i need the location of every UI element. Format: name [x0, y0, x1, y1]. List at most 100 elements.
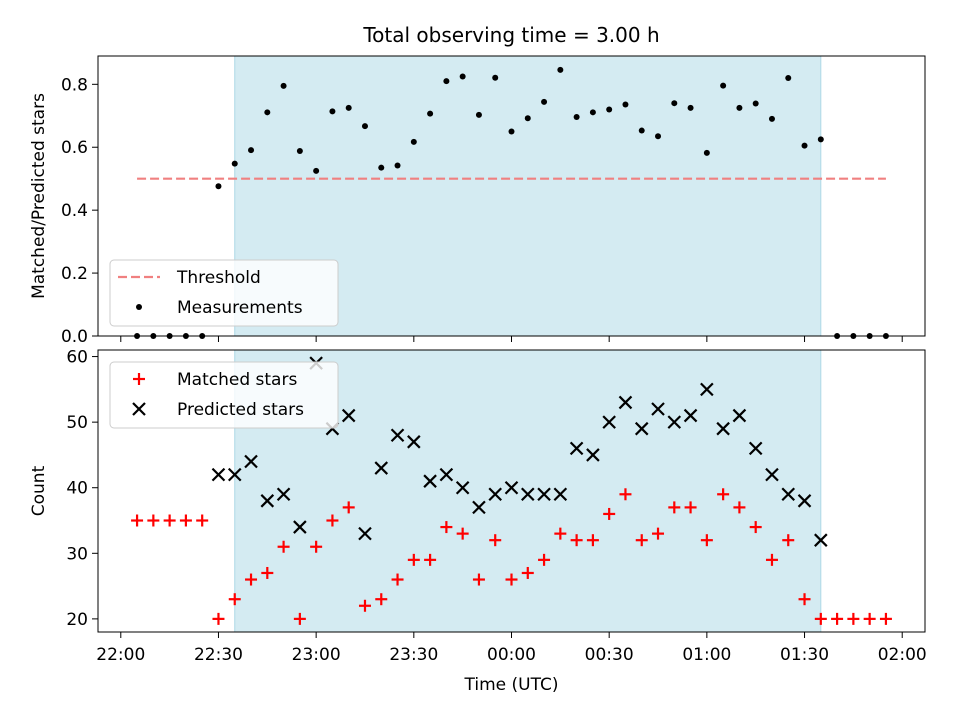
measurement-point — [280, 82, 287, 89]
measurement-point — [606, 106, 613, 113]
matched-star-point — [863, 612, 876, 625]
matched-star-point — [619, 488, 632, 501]
x-axis-label: Time (UTC) — [464, 675, 559, 695]
legend-matched-swatch — [133, 373, 145, 385]
matched-star-point — [440, 521, 453, 534]
matched-star-point — [733, 501, 746, 514]
y-tick-label: 60 — [66, 348, 88, 368]
matched-star-point — [521, 566, 534, 579]
bottom-panel: 20 30 40 50 60 22:00 22:30 23:00 23:30 00:00 00:3… — [29, 348, 927, 695]
top-x-ticks — [120, 336, 903, 342]
y-tick-label: 30 — [66, 544, 88, 564]
matched-star-point — [554, 527, 567, 540]
y-tick-label: 50 — [66, 413, 88, 433]
matched-star-point — [245, 573, 258, 586]
matched-star-point — [456, 527, 469, 540]
measurement-point — [231, 160, 238, 167]
matched-star-point — [391, 573, 404, 586]
predicted-star-point — [651, 402, 665, 416]
predicted-star-point — [667, 415, 682, 429]
predicted-star-point — [211, 467, 226, 482]
matched-star-point — [765, 553, 778, 566]
predicted-star-point — [732, 408, 747, 423]
y-tick-label: 0.8 — [61, 75, 88, 95]
matched-star-point — [424, 553, 437, 566]
predicted-star-point — [553, 487, 568, 502]
legend-predicted-label: Predicted stars — [177, 400, 304, 420]
legend-box — [109, 259, 339, 327]
measurement-point — [720, 82, 727, 89]
matched-star-point — [407, 553, 420, 566]
x-tick-label: 23:30 — [389, 645, 438, 665]
matched-star-point — [879, 612, 892, 625]
predicted-star-point — [293, 520, 307, 534]
predicted-star-point — [814, 533, 828, 547]
predicted-star-point — [569, 441, 584, 456]
predicted-star-point — [260, 494, 275, 508]
measurement-point — [736, 104, 743, 111]
top-y-ticks: 0.0 0.2 0.4 0.6 0.8 — [61, 75, 98, 347]
x-tick-label: 23:00 — [292, 645, 341, 665]
legend-box — [109, 361, 339, 429]
matched-star-point — [131, 514, 144, 527]
matched-star-point — [847, 612, 860, 625]
measurement-point — [655, 133, 662, 140]
top-legend: Threshold Measurements — [109, 259, 339, 327]
measurement-point — [785, 75, 792, 82]
y-tick-label: 0.0 — [61, 327, 88, 347]
matched-star-point — [261, 566, 274, 579]
matched-star-point — [326, 514, 339, 527]
matched-star-point — [586, 534, 599, 547]
matched-star-point — [147, 514, 160, 527]
measurement-point — [589, 109, 596, 116]
measurement-point — [394, 162, 401, 169]
predicted-star-point — [748, 441, 763, 456]
measurement-point — [296, 148, 303, 155]
measurement-point — [541, 98, 548, 105]
matched-star-point — [814, 612, 827, 625]
x-tick-label: 02:00 — [878, 645, 927, 665]
matched-star-point — [668, 501, 681, 514]
matched-star-point — [749, 521, 762, 534]
matched-star-point — [684, 501, 697, 514]
measurement-point — [508, 128, 515, 135]
matched-star-point — [293, 612, 306, 625]
measurement-point — [752, 100, 759, 107]
predicted-star-point — [439, 467, 454, 482]
chart-title: Total observing time = 3.00 h — [362, 23, 659, 47]
predicted-star-point — [634, 421, 649, 436]
measurement-point — [329, 108, 336, 115]
bottom-y-ticks: 20 30 40 50 60 — [66, 348, 98, 630]
bottom-marks — [131, 356, 892, 625]
bottom-legend: Matched stars Predicted stars — [109, 361, 339, 429]
predicted-star-point — [407, 435, 421, 449]
predicted-star-point — [797, 494, 812, 508]
predicted-star-point — [683, 408, 698, 423]
x-tick-label: 00:30 — [585, 645, 634, 665]
measurement-point — [215, 183, 222, 190]
y-tick-label: 0.6 — [61, 138, 88, 158]
x-tick-label: 00:00 — [487, 645, 536, 665]
matched-star-point — [342, 501, 355, 514]
measurement-point — [671, 100, 678, 107]
measurement-point — [475, 111, 482, 118]
predicted-star-point — [276, 487, 291, 502]
predicted-star-point — [700, 382, 714, 397]
x-tick-label: 01:30 — [780, 645, 829, 665]
matched-star-point — [472, 573, 485, 586]
measurement-point — [524, 115, 531, 122]
x-tick-label: 01:00 — [682, 645, 731, 665]
bottom-y-axis-label: Count — [29, 465, 49, 516]
matched-star-point — [831, 612, 844, 625]
predicted-star-point — [423, 474, 437, 488]
measurement-point — [557, 66, 564, 73]
y-tick-label: 0.2 — [61, 264, 88, 284]
matched-star-point — [358, 599, 371, 612]
matched-star-point — [489, 534, 502, 547]
measurement-point — [248, 147, 255, 154]
predicted-star-point — [358, 526, 372, 541]
predicted-star-point — [455, 480, 470, 495]
predicted-star-point — [488, 487, 502, 502]
top-y-axis-label: Matched/Predicted stars — [29, 93, 49, 299]
matched-star-point — [538, 553, 551, 566]
